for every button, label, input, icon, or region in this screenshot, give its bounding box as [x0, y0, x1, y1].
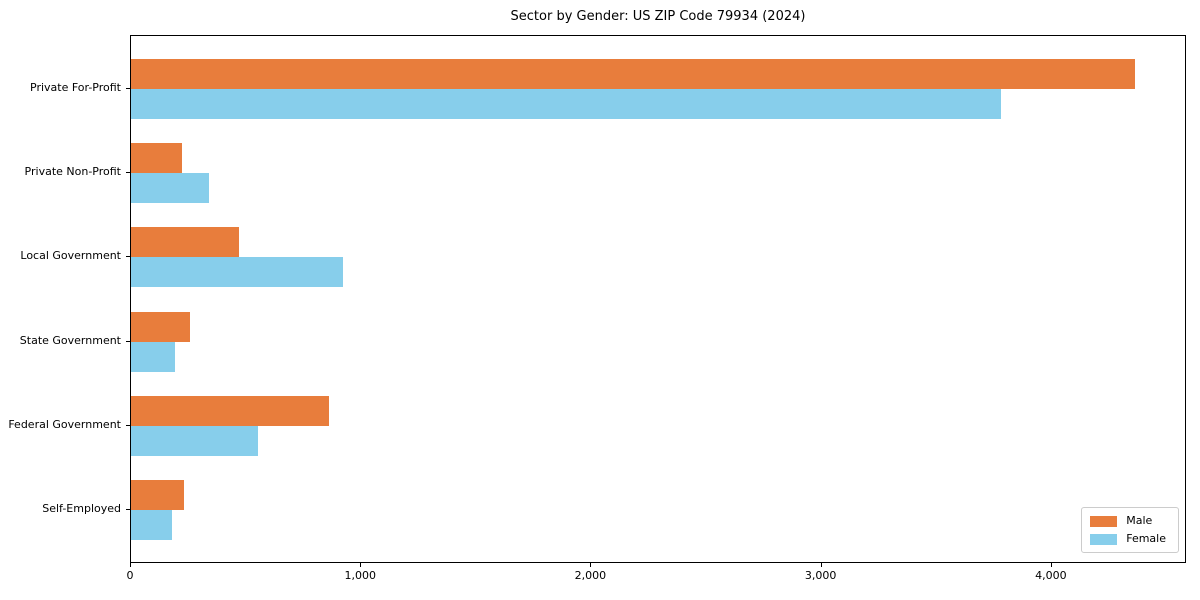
y-tick-label-self-employed: Self-Employed — [42, 502, 121, 515]
bar-female-private-for-profit — [131, 89, 1002, 119]
y-tick-label-federal-government: Federal Government — [8, 417, 121, 431]
legend-label-female: Female — [1126, 532, 1166, 545]
x-tick-label-3-000: 3,000 — [804, 569, 837, 582]
x-tick-label-0: 0 — [126, 569, 134, 582]
legend-swatch-female — [1090, 533, 1118, 545]
y-tick-mark — [126, 340, 130, 342]
y-tick-mark — [126, 509, 130, 510]
x-tick-label-1-000: 1,000 — [344, 569, 376, 582]
bar-female-private-non-profit — [131, 173, 210, 204]
bar-male-state-government — [131, 311, 190, 342]
y-tick-mark — [126, 424, 130, 426]
x-tick-mark — [820, 563, 822, 567]
legend-swatch-male — [1090, 515, 1118, 527]
bar-male-private-for-profit — [131, 59, 1135, 89]
x-tick-label-4-000: 4,000 — [1035, 569, 1067, 582]
y-tick-label-private-non-profit: Private Non-Profit — [24, 165, 121, 179]
y-tick-mark — [126, 88, 130, 89]
legend: Male Female — [1081, 507, 1179, 553]
bar-female-local-government — [131, 257, 343, 288]
plot-area — [130, 35, 1186, 563]
x-tick-mark — [130, 563, 131, 567]
y-tick-mark — [126, 256, 130, 258]
y-tick-label-state-government: State Government — [19, 333, 121, 347]
bar-female-federal-government — [131, 425, 258, 456]
bar-female-state-government — [131, 341, 175, 372]
x-tick-mark — [1050, 563, 1052, 567]
y-tick-label-local-government: Local Government — [20, 249, 121, 263]
bar-male-federal-government — [131, 395, 329, 426]
y-tick-mark — [126, 172, 130, 174]
x-tick-label-2-000: 2,000 — [574, 569, 607, 582]
legend-entry-male: Male — [1090, 515, 1166, 527]
x-tick-mark — [360, 563, 362, 567]
bar-male-self-employed — [131, 480, 184, 510]
bar-male-local-government — [131, 227, 240, 258]
y-tick-label-private-for-profit: Private For-Profit — [30, 81, 121, 94]
legend-label-male: Male — [1126, 514, 1153, 527]
bar-male-private-non-profit — [131, 143, 182, 174]
legend-entry-female: Female — [1090, 533, 1166, 545]
x-tick-mark — [590, 563, 592, 567]
chart-title: Sector by Gender: US ZIP Code 79934 (202… — [510, 9, 806, 24]
bar-female-self-employed — [131, 510, 173, 540]
